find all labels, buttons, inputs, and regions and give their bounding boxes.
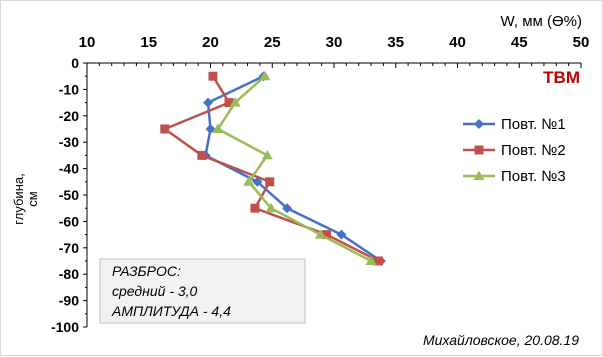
y-tick-label: -10 xyxy=(59,81,79,97)
annotation-line-2: средний - 3,0 xyxy=(112,283,198,299)
x-tick-label: 20 xyxy=(202,34,219,51)
annotation-line-3: АМПЛИТУДА - 4,4 xyxy=(111,303,231,319)
series-2 xyxy=(160,71,383,266)
series-2-point xyxy=(224,98,234,108)
legend-item-1: Повт. №1 xyxy=(463,116,566,133)
y-tick-label: -60 xyxy=(59,213,79,229)
legend-swatch-marker xyxy=(474,145,484,155)
series-3-point xyxy=(265,202,277,213)
chart-tag: ТВМ xyxy=(543,68,580,87)
axes xyxy=(83,62,582,328)
series-3-point xyxy=(365,255,377,265)
x-axis-label: W, мм (Ө%) xyxy=(501,13,582,30)
series-2-point xyxy=(373,256,383,266)
series-2-point xyxy=(322,230,332,240)
footer-caption: Михайловское, 20.08.19 xyxy=(423,332,579,348)
y-tick-label: -100 xyxy=(51,319,79,335)
series-3-point xyxy=(261,149,273,160)
series-2-point xyxy=(160,124,170,134)
y-tick-label: -50 xyxy=(59,187,79,203)
series-3-point xyxy=(212,123,224,133)
y-axis-label-line2: см xyxy=(25,191,40,207)
series-1-point xyxy=(336,229,347,240)
series-3-point xyxy=(229,97,241,107)
legend-swatch-marker xyxy=(474,119,484,129)
legend-label: Повт. №2 xyxy=(501,142,566,159)
series-3-point xyxy=(314,229,326,239)
annotation-box xyxy=(99,258,306,324)
y-axis-label-line1: глубина, xyxy=(11,173,26,224)
series-1-point xyxy=(282,203,293,214)
annotation-line-1: РАЗБРОС: xyxy=(112,263,181,279)
legend-label: Повт. №1 xyxy=(501,116,566,133)
x-tick-label: 45 xyxy=(511,34,528,51)
y-tick-label: -80 xyxy=(59,266,79,282)
y-tick-label: -70 xyxy=(59,240,79,256)
x-tick-label: 10 xyxy=(79,34,96,51)
y-tick-label: -30 xyxy=(59,134,79,150)
x-tick-label: 25 xyxy=(264,34,281,51)
legend-swatch-marker xyxy=(473,170,485,180)
x-tick-label: 15 xyxy=(140,34,157,51)
series-3 xyxy=(212,70,377,265)
legend: Повт. №1 Повт. №2 Повт. №3 xyxy=(463,116,566,185)
series-layer xyxy=(160,70,386,266)
series-3-point xyxy=(243,176,255,186)
series-1-point xyxy=(205,124,216,134)
series-1-point xyxy=(203,97,214,108)
y-tick-label: -40 xyxy=(59,161,79,177)
y-tick-labels: 0 -10 -20 -30 -40 -50 -60 -70 -80 -90 -100 xyxy=(51,55,79,335)
series-2-point xyxy=(250,203,260,213)
x-tick-label: 30 xyxy=(326,34,343,51)
x-tick-label: 50 xyxy=(573,34,590,51)
legend-item-3: Повт. №3 xyxy=(463,168,566,185)
series-2-point xyxy=(265,177,275,187)
series-2-line xyxy=(163,75,380,263)
series-3-point xyxy=(259,70,271,81)
y-tick-label: -20 xyxy=(59,108,79,124)
x-tick-labels: 10 15 20 25 30 35 40 45 50 xyxy=(79,34,590,51)
y-tick-label: -90 xyxy=(59,293,79,309)
x-tick-label: 40 xyxy=(449,34,466,51)
y-tick-label: 0 xyxy=(71,55,79,71)
legend-item-2: Повт. №2 xyxy=(463,142,566,159)
series-2-point xyxy=(197,150,207,160)
x-tick-label: 35 xyxy=(387,34,404,51)
legend-label: Повт. №3 xyxy=(501,168,566,185)
series-2-point xyxy=(208,71,218,81)
series-3-line xyxy=(216,75,372,263)
